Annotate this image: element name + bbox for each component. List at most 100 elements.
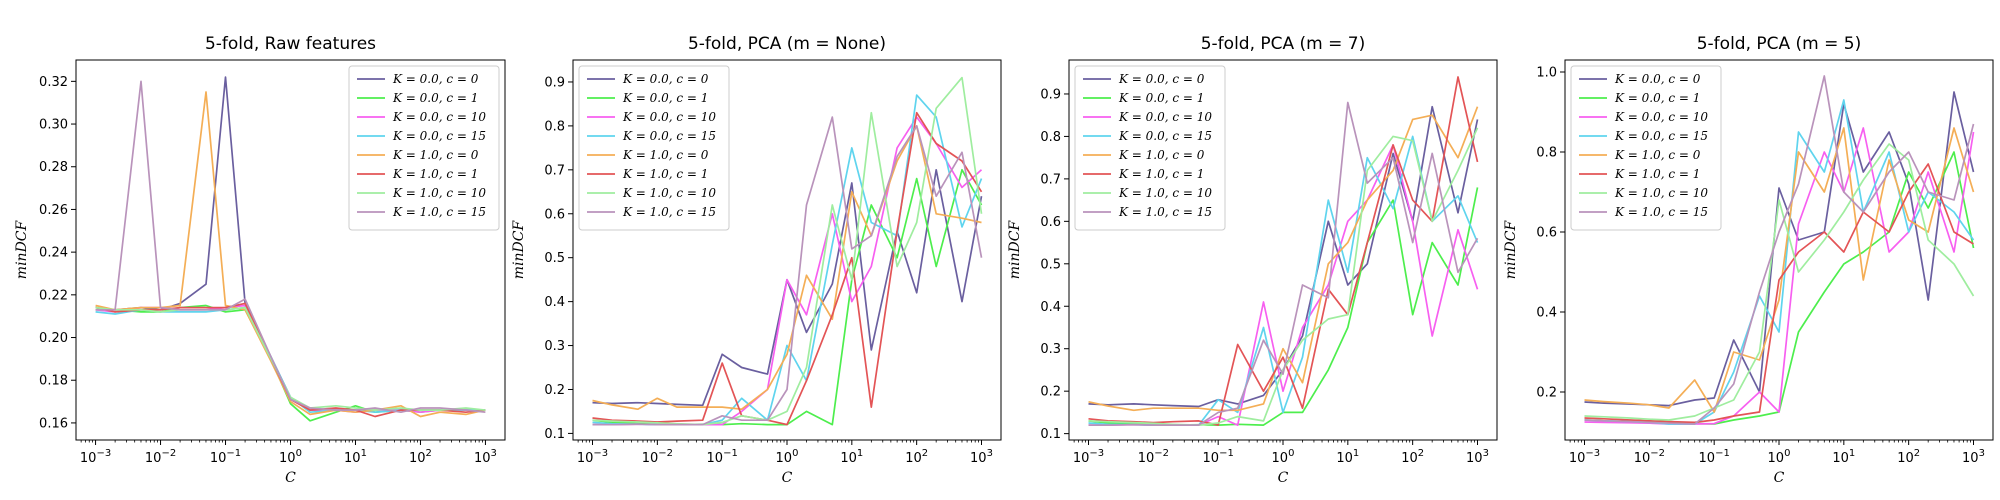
x-tick-exponent: −2 (161, 448, 176, 459)
y-tick-label: 0.8 (1536, 146, 1557, 161)
series-line-7 (95, 306, 486, 411)
x-tick-label: 10−2 (1138, 448, 1169, 466)
legend-entry: K = 1.0, c = 10 (1614, 186, 1708, 200)
x-tick-label: 101 (840, 448, 863, 466)
y-tick-label: 0.26 (39, 203, 68, 218)
legend-entry: K = 0.0, c = 15 (1118, 129, 1212, 143)
x-tick-label: 101 (1832, 448, 1855, 466)
x-axis-label: C (1278, 470, 1289, 486)
legend-entry: K = 0.0, c = 15 (392, 129, 486, 143)
series-line-8 (592, 116, 983, 426)
x-tick-base: 10 (905, 451, 922, 466)
x-tick-exponent: 0 (1288, 448, 1294, 459)
y-tick-label: 0.5 (544, 251, 565, 266)
x-tick-exponent: 2 (1914, 448, 1920, 459)
y-tick-label: 0.9 (1040, 87, 1061, 102)
x-tick-label: 102 (905, 448, 928, 466)
x-tick-base: 10 (1138, 451, 1155, 466)
y-tick-label: 0.2 (1040, 385, 1061, 400)
y-tick-label: 0.1 (1040, 427, 1061, 442)
legend-entry: K = 0.0, c = 15 (622, 129, 716, 143)
x-tick-label: 10−3 (1073, 448, 1104, 466)
x-tick-exponent: 2 (426, 448, 432, 459)
y-tick-label: 0.30 (39, 118, 68, 133)
y-tick-label: 0.7 (544, 163, 565, 178)
legend-box (1570, 65, 1722, 231)
series-line-7 (1088, 127, 1479, 426)
y-axis-label: minDCF (14, 220, 30, 280)
legend-entry: K = 0.0, c = 0 (622, 72, 709, 86)
x-tick-label: 10−3 (1569, 448, 1600, 466)
y-axis-label: minDCF (1007, 220, 1023, 280)
x-tick-exponent: 0 (296, 448, 302, 459)
y-tick-label: 0.6 (544, 207, 565, 222)
y-tick-label: 0.22 (39, 288, 68, 303)
legend-box (348, 65, 500, 231)
y-tick-label: 0.1 (544, 427, 565, 442)
legend: K = 0.0, c = 0 K = 0.0, c = 1 K = 0.0, c =… (1074, 65, 1226, 231)
x-tick-label: 10−2 (1634, 448, 1665, 466)
y-tick-label: 0.2 (1536, 386, 1557, 401)
x-tick-base: 10 (1569, 451, 1586, 466)
y-tick-label: 0.6 (1536, 226, 1557, 241)
legend-entry: K = 1.0, c = 15 (392, 205, 486, 219)
series-line-7 (592, 76, 983, 426)
y-tick-label: 0.18 (39, 374, 68, 389)
x-tick-exponent: −3 (96, 448, 111, 459)
y-tick-label: 0.6 (1040, 215, 1061, 230)
x-tick-base: 10 (776, 451, 793, 466)
chart-title: 5-fold, Raw features (205, 34, 376, 54)
x-tick-exponent: 1 (1353, 448, 1359, 459)
x-tick-base: 10 (145, 451, 162, 466)
y-tick-label: 0.3 (544, 339, 565, 354)
x-tick-base: 10 (840, 451, 857, 466)
series-line-8 (95, 80, 486, 414)
y-tick-label: 0.4 (544, 295, 565, 310)
y-tick-label: 1.0 (1536, 66, 1557, 81)
x-tick-exponent: −2 (658, 448, 673, 459)
legend-entry: K = 0.0, c = 0 (392, 72, 479, 86)
x-tick-base: 10 (642, 451, 659, 466)
legend: K = 0.0, c = 0 K = 0.0, c = 1 K = 0.0, c =… (1570, 65, 1722, 231)
y-tick-label: 0.3 (1040, 342, 1061, 357)
x-tick-label: 10−1 (707, 448, 738, 466)
x-tick-exponent: 3 (1979, 448, 1985, 459)
x-tick-label: 100 (1768, 448, 1791, 466)
y-tick-label: 0.32 (39, 75, 68, 90)
x-tick-label: 10−2 (145, 448, 176, 466)
x-tick-exponent: −3 (1585, 448, 1600, 459)
x-tick-label: 10−2 (642, 448, 673, 466)
x-tick-label: 10−1 (1699, 448, 1730, 466)
legend-box (1074, 65, 1226, 231)
chart-panel-3: 5-fold, PCA (m = 7) 0.1 0.2 0.3 0.4 0.5 0.6 0.7… (1007, 34, 1498, 486)
x-tick-label: 10−1 (210, 448, 241, 466)
legend-entry: K = 1.0, c = 0 (622, 148, 709, 162)
x-tick-exponent: 3 (491, 448, 497, 459)
x-tick-base: 10 (1634, 451, 1651, 466)
x-tick-base: 10 (1272, 451, 1289, 466)
x-tick-label: 10−1 (1203, 448, 1234, 466)
x-tick-base: 10 (210, 451, 227, 466)
x-axis-label: C (782, 470, 793, 486)
legend-entry: K = 0.0, c = 0 (1118, 72, 1205, 86)
y-tick-label: 0.8 (1040, 130, 1061, 145)
legend-entry: K = 1.0, c = 15 (1614, 205, 1708, 219)
legend-entry: K = 1.0, c = 1 (622, 167, 708, 181)
x-tick-label: 100 (1272, 448, 1295, 466)
legend-entry: K = 0.0, c = 1 (1118, 91, 1204, 105)
series-line-8 (1584, 75, 1975, 425)
x-tick-exponent: 1 (857, 448, 863, 459)
y-tick-label: 0.20 (39, 331, 68, 346)
legend-entry: K = 1.0, c = 0 (392, 148, 479, 162)
legend-entry: K = 0.0, c = 15 (1614, 129, 1708, 143)
x-tick-base: 10 (279, 451, 296, 466)
x-tick-label: 103 (1962, 448, 1985, 466)
y-tick-label: 0.5 (1040, 257, 1061, 272)
legend-entry: K = 1.0, c = 1 (1118, 167, 1204, 181)
chart-panel-1: 5-fold, Raw features 0.16 0.18 0.20 0.22 0.24… (14, 34, 506, 486)
x-tick-exponent: −2 (1154, 448, 1169, 459)
x-tick-exponent: 1 (1849, 448, 1855, 459)
x-tick-base: 10 (80, 451, 97, 466)
x-axis-label: C (285, 470, 296, 486)
series-line-5 (1088, 106, 1479, 412)
